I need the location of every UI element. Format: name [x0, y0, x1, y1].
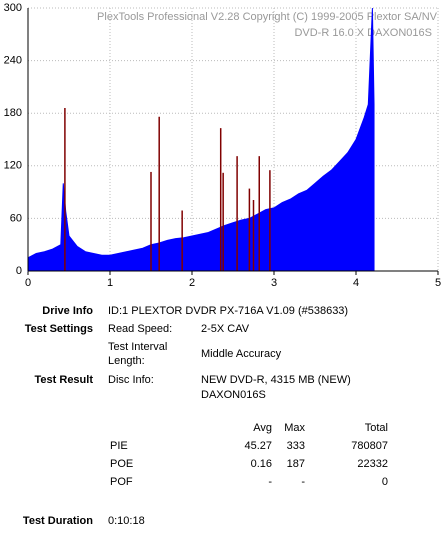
pie-area: [27, 7, 375, 272]
x-tick-label: 0: [25, 277, 31, 289]
y-tick-label: 300: [4, 2, 22, 14]
y-tick-label: 240: [4, 55, 22, 67]
stats-cell: 333: [287, 440, 305, 452]
stats-row-label: POF: [110, 476, 133, 488]
stats-cell: 780807: [351, 440, 388, 452]
stats-header: Total: [365, 422, 388, 434]
stats-cell: -: [301, 476, 305, 488]
value: DAXON016S: [201, 389, 266, 401]
x-tick-label: 1: [107, 277, 113, 289]
value: ID:1 PLEXTOR DVDR PX-716A V1.09 (#538633…: [108, 305, 348, 317]
label: Test Interval: [108, 341, 167, 353]
chart-subtitle: DVD-R 16.0 X DAXON016S: [294, 27, 432, 39]
label: Disc Info:: [108, 374, 154, 386]
stats-cell: 187: [287, 458, 305, 470]
stats-cell: 22332: [357, 458, 388, 470]
y-tick-label: 180: [4, 107, 22, 119]
label: Read Speed:: [108, 323, 172, 335]
y-tick-label: 120: [4, 160, 22, 172]
value: 2-5X CAV: [201, 323, 250, 335]
stats-header: Max: [284, 422, 305, 434]
y-tick-label: 0: [16, 265, 22, 277]
stats-row-label: PIE: [110, 440, 128, 452]
x-tick-label: 4: [353, 277, 359, 289]
stats-cell: 45.27: [244, 440, 272, 452]
stats-header: Avg: [253, 422, 272, 434]
stats-row-label: POE: [110, 458, 133, 470]
label: Test Duration: [23, 515, 93, 527]
label: Drive Info: [42, 305, 93, 317]
value: Middle Accuracy: [201, 348, 282, 360]
y-tick-label: 60: [10, 212, 22, 224]
x-tick-label: 5: [435, 277, 441, 289]
value: NEW DVD-R, 4315 MB (NEW): [201, 374, 351, 386]
x-tick-label: 2: [189, 277, 195, 289]
stats-cell: 0.16: [251, 458, 272, 470]
chart-title: PlexTools Professional V2.28 Copyright (…: [97, 11, 438, 23]
x-tick-label: 3: [271, 277, 277, 289]
stats-cell: 0: [382, 476, 388, 488]
value: 0:10:18: [108, 515, 145, 527]
label: Length:: [108, 355, 145, 367]
label: Test Settings: [25, 323, 93, 335]
stats-cell: -: [268, 476, 272, 488]
label: Test Result: [35, 374, 94, 386]
